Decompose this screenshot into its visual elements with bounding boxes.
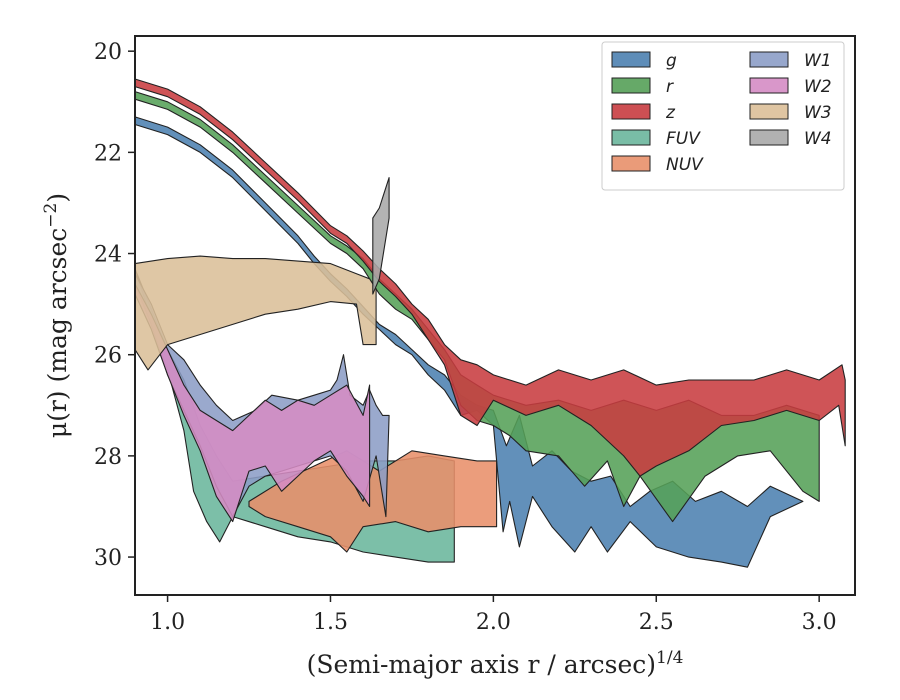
legend-swatch-nuv [611, 155, 651, 172]
x-tick-label: 3.0 [802, 610, 837, 635]
legend-swatch-z [611, 103, 651, 120]
legend-label-w1: W1 [804, 51, 832, 71]
x-tick-label: 1.5 [313, 610, 348, 635]
y-tick-label: 28 [94, 445, 122, 470]
y-tick-label: 26 [94, 344, 122, 369]
series-area-w4 [372, 177, 390, 295]
legend-label-r: r [666, 77, 674, 97]
legend-swatch-g [611, 51, 651, 68]
y-tick-label: 30 [94, 546, 122, 571]
x-axis: 1.0 1.5 2.0 2.5 3.0 [150, 595, 837, 635]
y-axis: 20 22 24 26 28 30 [94, 40, 135, 571]
legend-swatch-w1 [749, 51, 789, 68]
x-tick-label: 1.0 [150, 610, 185, 635]
x-tick-label: 2.0 [476, 610, 511, 635]
series-area-w2 [134, 283, 371, 523]
legend-label-g: g [666, 51, 677, 71]
legend-label-w3: W3 [804, 103, 832, 123]
legend-swatch-w4 [749, 129, 789, 146]
series-area-w3 [134, 255, 377, 371]
legend-swatch-w2 [749, 77, 789, 94]
legend-label-w4: W4 [804, 129, 832, 149]
plot-frame [134, 35, 856, 596]
x-tick-label: 2.5 [639, 610, 674, 635]
legend: grz FUV NUV W1 W2 W3 W4 [601, 41, 845, 191]
legend-label-w2: W2 [804, 77, 832, 97]
legend-label-fuv: FUV [666, 129, 701, 149]
legend-swatch-r [611, 77, 651, 94]
legend-swatch-w3 [749, 103, 789, 120]
series-areas [134, 78, 846, 568]
y-axis-label: μ(r) (mag arcsec−2) [41, 193, 72, 438]
legend-swatch-fuv [611, 129, 651, 146]
x-axis-label: (Semi-major axis r / arcsec)1/4 [307, 648, 684, 679]
y-tick-label: 20 [94, 40, 122, 65]
y-tick-label: 22 [94, 141, 122, 166]
y-tick-label: 24 [94, 243, 122, 268]
legend-label-nuv: NUV [666, 155, 704, 175]
legend-label-z: z [665, 103, 676, 123]
